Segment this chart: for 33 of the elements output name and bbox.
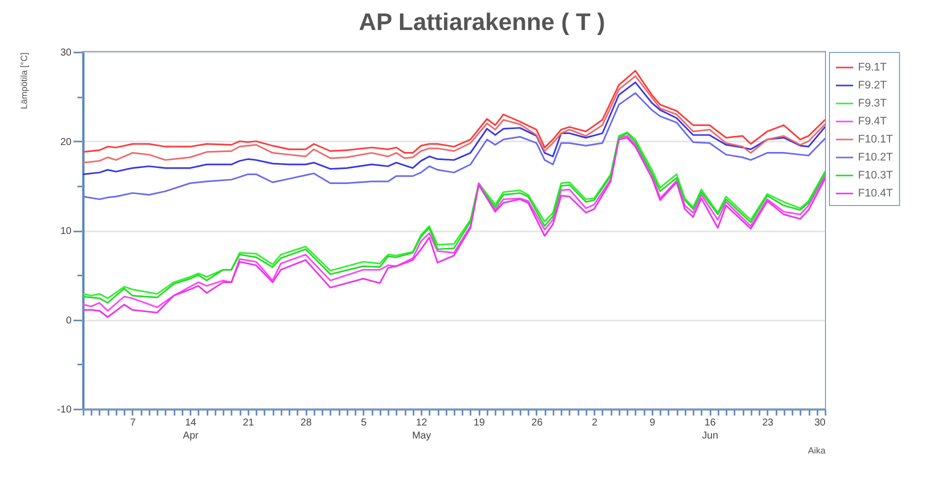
y-tick-label: 30: [60, 48, 72, 58]
legend-label: F10.2T: [858, 152, 894, 164]
x-tick-label: 2: [592, 418, 598, 428]
line-series: [82, 92, 826, 200]
y-tick-label: -10: [57, 404, 72, 416]
x-tick-label: 7: [130, 418, 136, 428]
x-tick-label: 26: [531, 418, 543, 428]
chart-title: AP Lattiarakenne ( T ): [358, 9, 606, 36]
x-tick-label: 30: [814, 418, 826, 428]
x-tick-label: 19: [474, 418, 486, 428]
x-tick-label: 16 Jun: [702, 418, 718, 442]
legend-label: F9.3T: [858, 98, 888, 110]
legend-label: F10.4T: [858, 188, 894, 200]
x-tick-label: 21: [242, 418, 254, 428]
x-tick-label: 5: [361, 418, 368, 428]
x-tick-label: 9: [650, 418, 656, 428]
y-tick-label: 20: [60, 136, 72, 148]
legend-label: F10.1T: [858, 134, 894, 146]
y-tick-label: 0: [66, 315, 72, 326]
x-tick-label: 23: [762, 418, 774, 428]
x-tick-label: 14 Apr: [182, 418, 200, 442]
legend-label: F10.3T: [858, 170, 894, 182]
legend-label: F9.2T: [858, 80, 888, 92]
x-tick-label: 28: [300, 418, 312, 428]
line-series: [82, 70, 826, 154]
y-axis-title: Lämpötila [°C]: [19, 52, 30, 110]
line-series: [82, 82, 826, 176]
legend-label: F9.4T: [858, 116, 888, 128]
legend-label: F9.1T: [858, 62, 888, 74]
x-tick-label: 12 May: [412, 418, 431, 442]
line-series: [82, 75, 826, 164]
y-tick-label: 10: [60, 226, 72, 237]
x-axis-title: Aika: [808, 446, 826, 456]
